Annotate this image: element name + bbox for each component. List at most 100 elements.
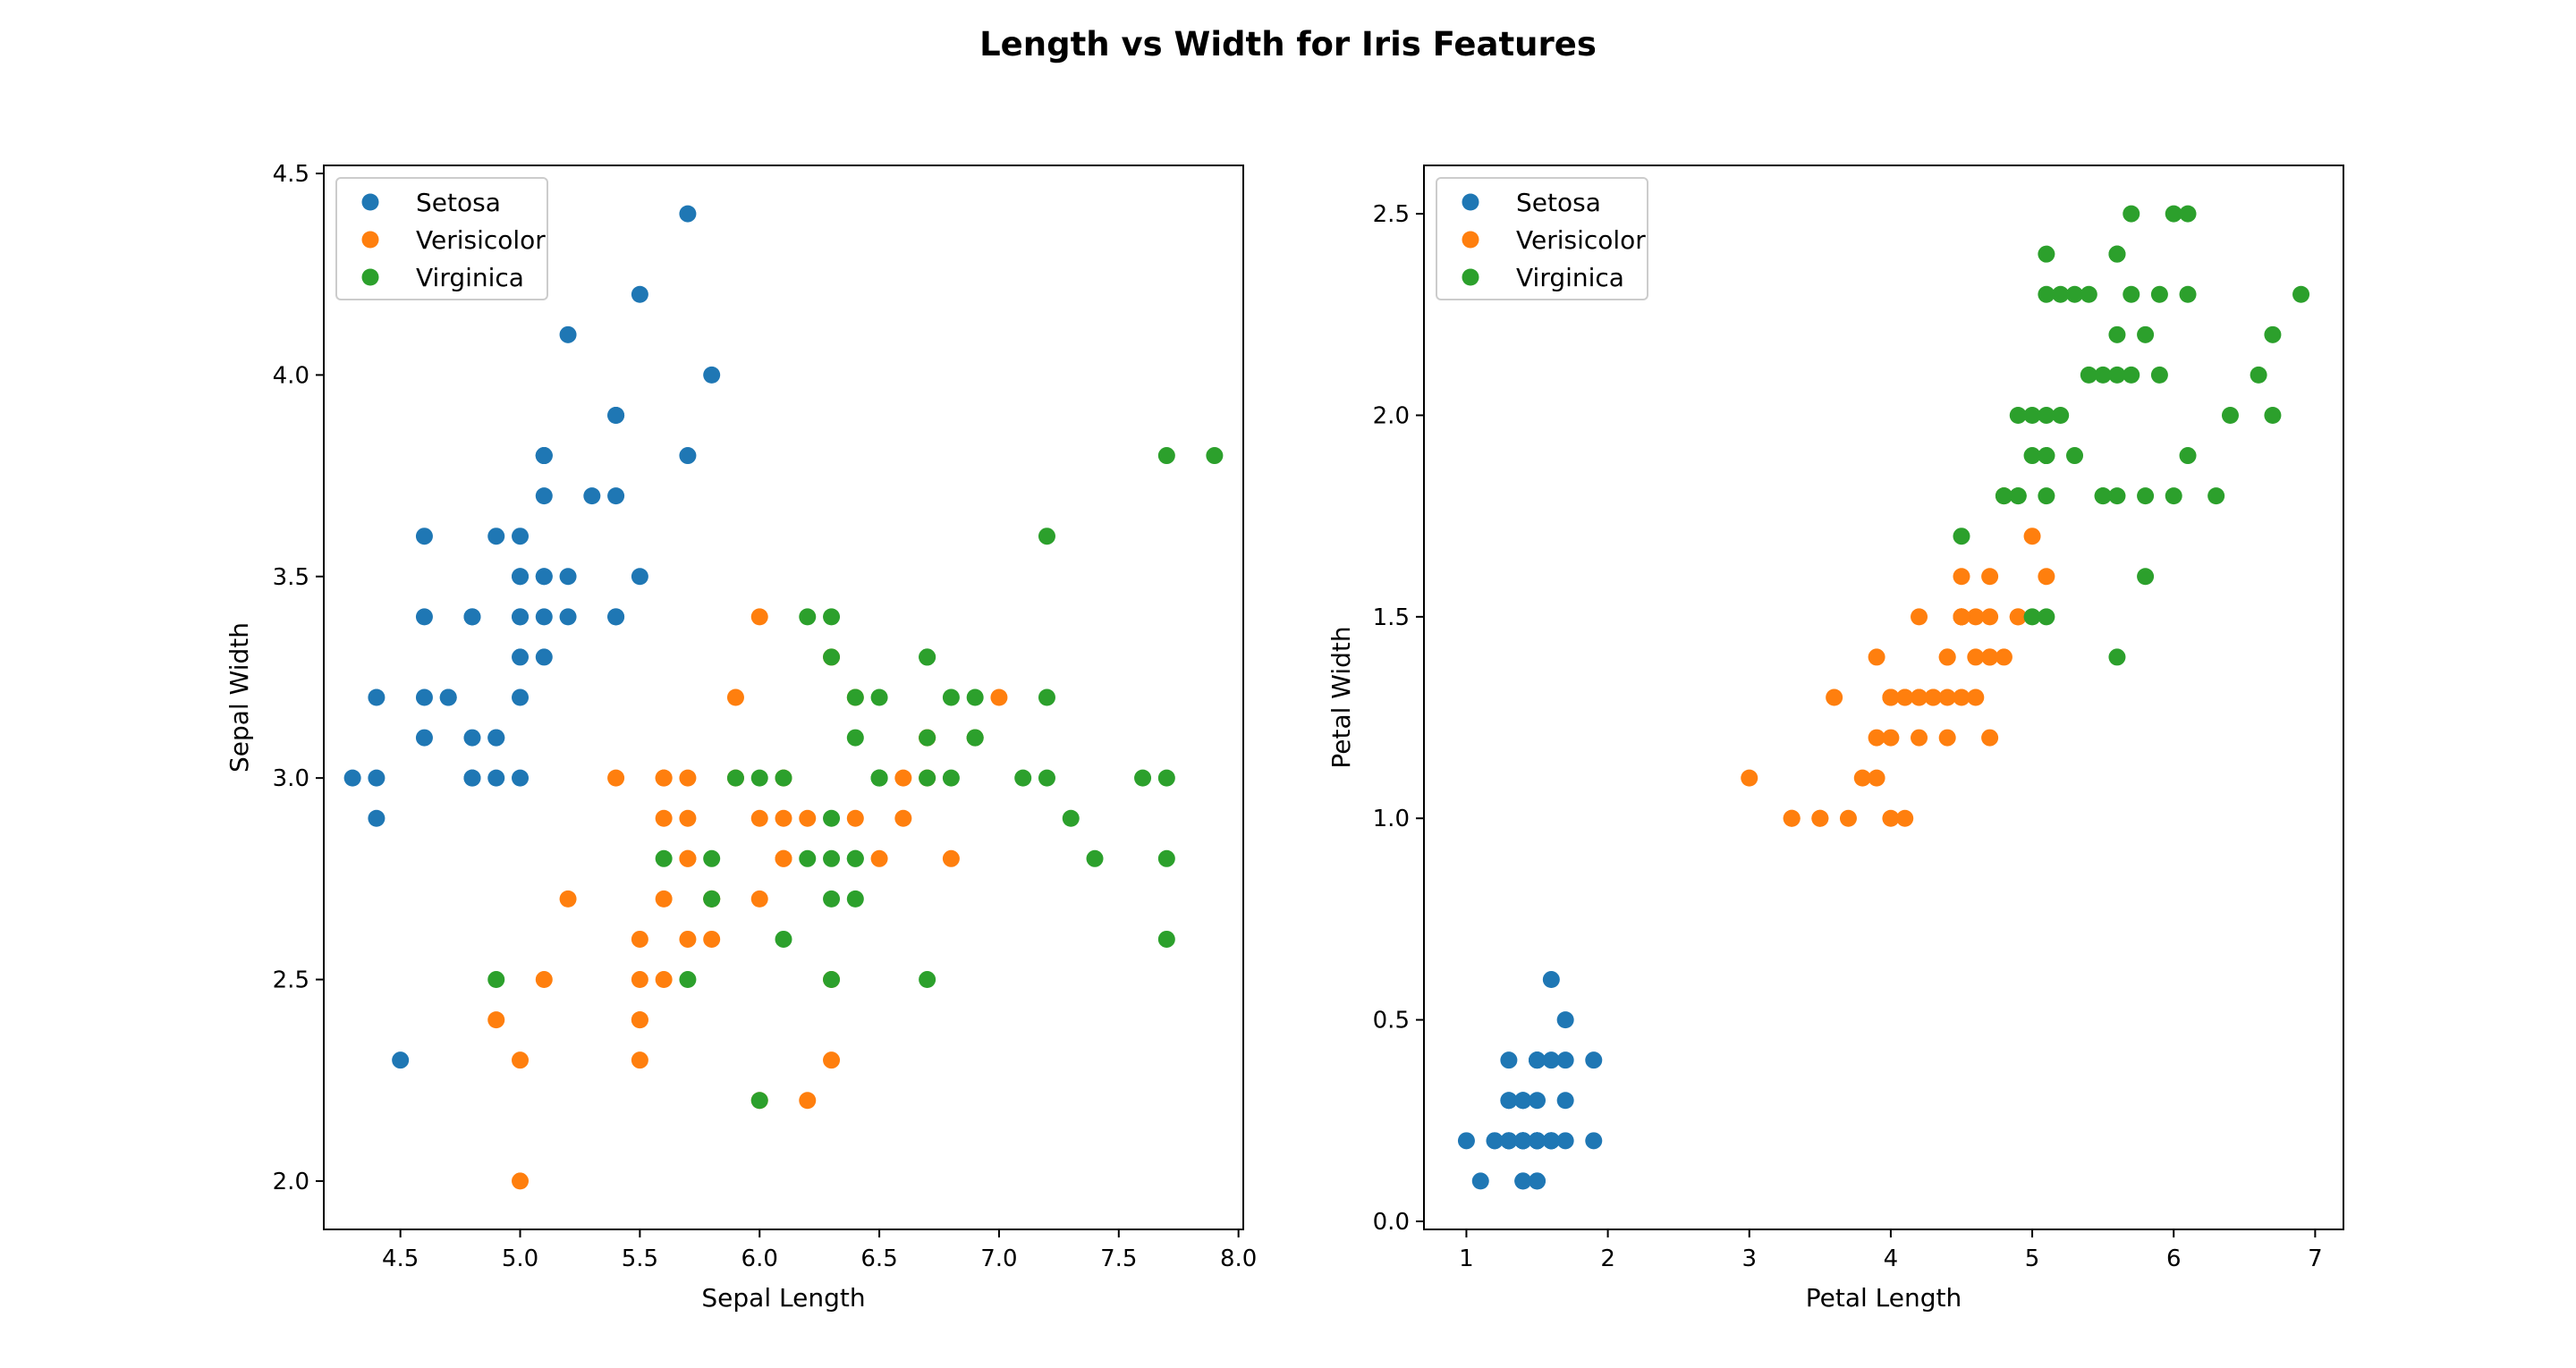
- petal-legend: Setosa Verisicolor Virginica: [1436, 177, 1648, 300]
- petal-scatter-plot: 1 2 3 4 5 6 7 0.0 0.5 1.0 1.5 2.0 2.5 Petal Length Pet…: [1326, 165, 2344, 1313]
- petal-verisicolor-point: [1882, 729, 1900, 747]
- petal-verisicolor-point: [1868, 729, 1885, 747]
- sepal-verisicolor-point: [487, 1011, 505, 1029]
- petal-verisicolor-point: [1967, 688, 1985, 706]
- petal-verisicolor-point: [1981, 608, 1999, 626]
- sepal-setosa-point: [415, 688, 433, 706]
- sepal-setosa-point: [679, 447, 697, 465]
- sepal-legend: Setosa Verisicolor Virginica: [335, 177, 548, 300]
- sepal-setosa-point: [512, 608, 530, 626]
- sepal-verisicolor-point: [750, 608, 768, 626]
- petal-setosa-point: [1486, 1132, 1504, 1150]
- sepal-virginica-point: [1038, 528, 1055, 545]
- petal-virginica-point: [2009, 406, 2027, 424]
- petal-virginica-point: [2038, 487, 2055, 505]
- sepal-virginica-point: [799, 608, 817, 626]
- petal-verisicolor-point: [1882, 688, 1900, 706]
- sepal-virginica-point: [823, 648, 841, 666]
- sepal-y-tick-label: 3.5: [273, 564, 309, 591]
- petal-setosa-point: [1457, 1132, 1475, 1150]
- petal-virginica-point: [2052, 406, 2070, 424]
- petal-setosa-point: [1529, 1172, 1546, 1190]
- sepal-legend-marker-virginica: [361, 268, 379, 286]
- sepal-verisicolor-point: [894, 769, 912, 787]
- sepal-y-tick-label: 4.5: [273, 161, 309, 188]
- sepal-setosa-point: [415, 608, 433, 626]
- sepal-setosa-point: [631, 285, 648, 303]
- petal-setosa-point: [1471, 1172, 1489, 1190]
- sepal-x-tick-label: 7.5: [1100, 1246, 1137, 1272]
- sepal-legend-label-virginica: Virginica: [416, 263, 524, 292]
- petal-virginica-point: [2250, 366, 2267, 384]
- petal-verisicolor-point: [1967, 608, 1985, 626]
- sepal-setosa-point: [559, 568, 577, 586]
- petal-verisicolor-point: [1938, 729, 1956, 747]
- petal-virginica-point: [2108, 648, 2126, 666]
- sepal-verisicolor-point: [631, 930, 648, 948]
- sepal-verisicolor-point: [559, 890, 577, 908]
- petal-setosa-point: [1500, 1092, 1518, 1110]
- sepal-virginica-point: [1157, 849, 1175, 867]
- sepal-y-axis-label: Sepal Width: [225, 622, 254, 773]
- petal-verisicolor-point: [1896, 809, 1914, 827]
- petal-verisicolor-point: [1911, 688, 1928, 706]
- petal-x-axis-label: Petal Length: [1806, 1283, 1962, 1313]
- petal-verisicolor-point: [1783, 809, 1801, 827]
- sepal-x-tick-label: 5.5: [622, 1246, 658, 1272]
- sepal-virginica-point: [750, 769, 768, 787]
- sepal-setosa-point: [607, 608, 625, 626]
- petal-setosa-point: [1529, 1051, 1546, 1069]
- sepal-virginica-point: [1062, 809, 1080, 827]
- sepal-verisicolor-point: [679, 809, 697, 827]
- sepal-virginica-point: [1157, 447, 1175, 465]
- petal-verisicolor-point: [1924, 688, 1942, 706]
- petal-virginica-point: [2123, 366, 2140, 384]
- sepal-setosa-point: [535, 447, 553, 465]
- petal-setosa-point: [1542, 971, 1560, 989]
- sepal-setosa-point: [512, 528, 530, 545]
- petal-x-tick-label: 5: [2025, 1246, 2040, 1272]
- petal-virginica-point: [2137, 568, 2155, 586]
- sepal-legend-marker-setosa: [361, 193, 379, 211]
- petal-y-tick-label: 2.5: [1373, 201, 1410, 228]
- petal-setosa-point: [1529, 1132, 1546, 1150]
- petal-virginica-point: [2264, 406, 2282, 424]
- sepal-setosa-point: [415, 528, 433, 545]
- petal-virginica-point: [2264, 325, 2282, 343]
- sepal-virginica-point: [775, 769, 792, 787]
- sepal-virginica-point: [846, 890, 864, 908]
- petal-virginica-point: [2066, 285, 2084, 303]
- sepal-virginica-point: [870, 688, 888, 706]
- sepal-verisicolor-point: [655, 769, 673, 787]
- petal-virginica-point: [2094, 487, 2112, 505]
- petal-verisicolor-point: [1981, 729, 1999, 747]
- petal-verisicolor-point: [1953, 568, 1970, 586]
- petal-legend-box: [1436, 177, 1648, 300]
- petal-setosa-point: [1500, 1132, 1518, 1150]
- sepal-verisicolor-point: [679, 769, 697, 787]
- petal-x-tick-label: 6: [2166, 1246, 2182, 1272]
- sepal-setosa-point: [439, 688, 457, 706]
- sepal-setosa-point: [343, 769, 361, 787]
- petal-verisicolor-point: [1981, 648, 1999, 666]
- sepal-virginica-point: [846, 688, 864, 706]
- petal-verisicolor-point: [1911, 608, 1928, 626]
- petal-setosa-point: [1542, 1132, 1560, 1150]
- petal-virginica-point: [2150, 285, 2168, 303]
- petal-legend-label-setosa: Setosa: [1516, 188, 1601, 217]
- sepal-setosa-point: [512, 568, 530, 586]
- sepal-setosa-point: [368, 809, 386, 827]
- sepal-virginica-point: [942, 688, 960, 706]
- petal-setosa-point: [1542, 1051, 1560, 1069]
- petal-axes-frame: [1423, 165, 2344, 1230]
- sepal-y-tick-label: 3.0: [273, 765, 309, 792]
- petal-legend-marker-virginica: [1462, 268, 1479, 286]
- sepal-verisicolor-point: [512, 1172, 530, 1190]
- sepal-virginica-point: [1134, 769, 1152, 787]
- sepal-setosa-point: [535, 487, 553, 505]
- petal-y-tick-label: 0.5: [1373, 1008, 1410, 1034]
- sepal-virginica-point: [1157, 930, 1175, 948]
- petal-virginica-point: [2137, 487, 2155, 505]
- sepal-verisicolor-point: [942, 849, 960, 867]
- sepal-y-tick-label: 2.5: [273, 967, 309, 994]
